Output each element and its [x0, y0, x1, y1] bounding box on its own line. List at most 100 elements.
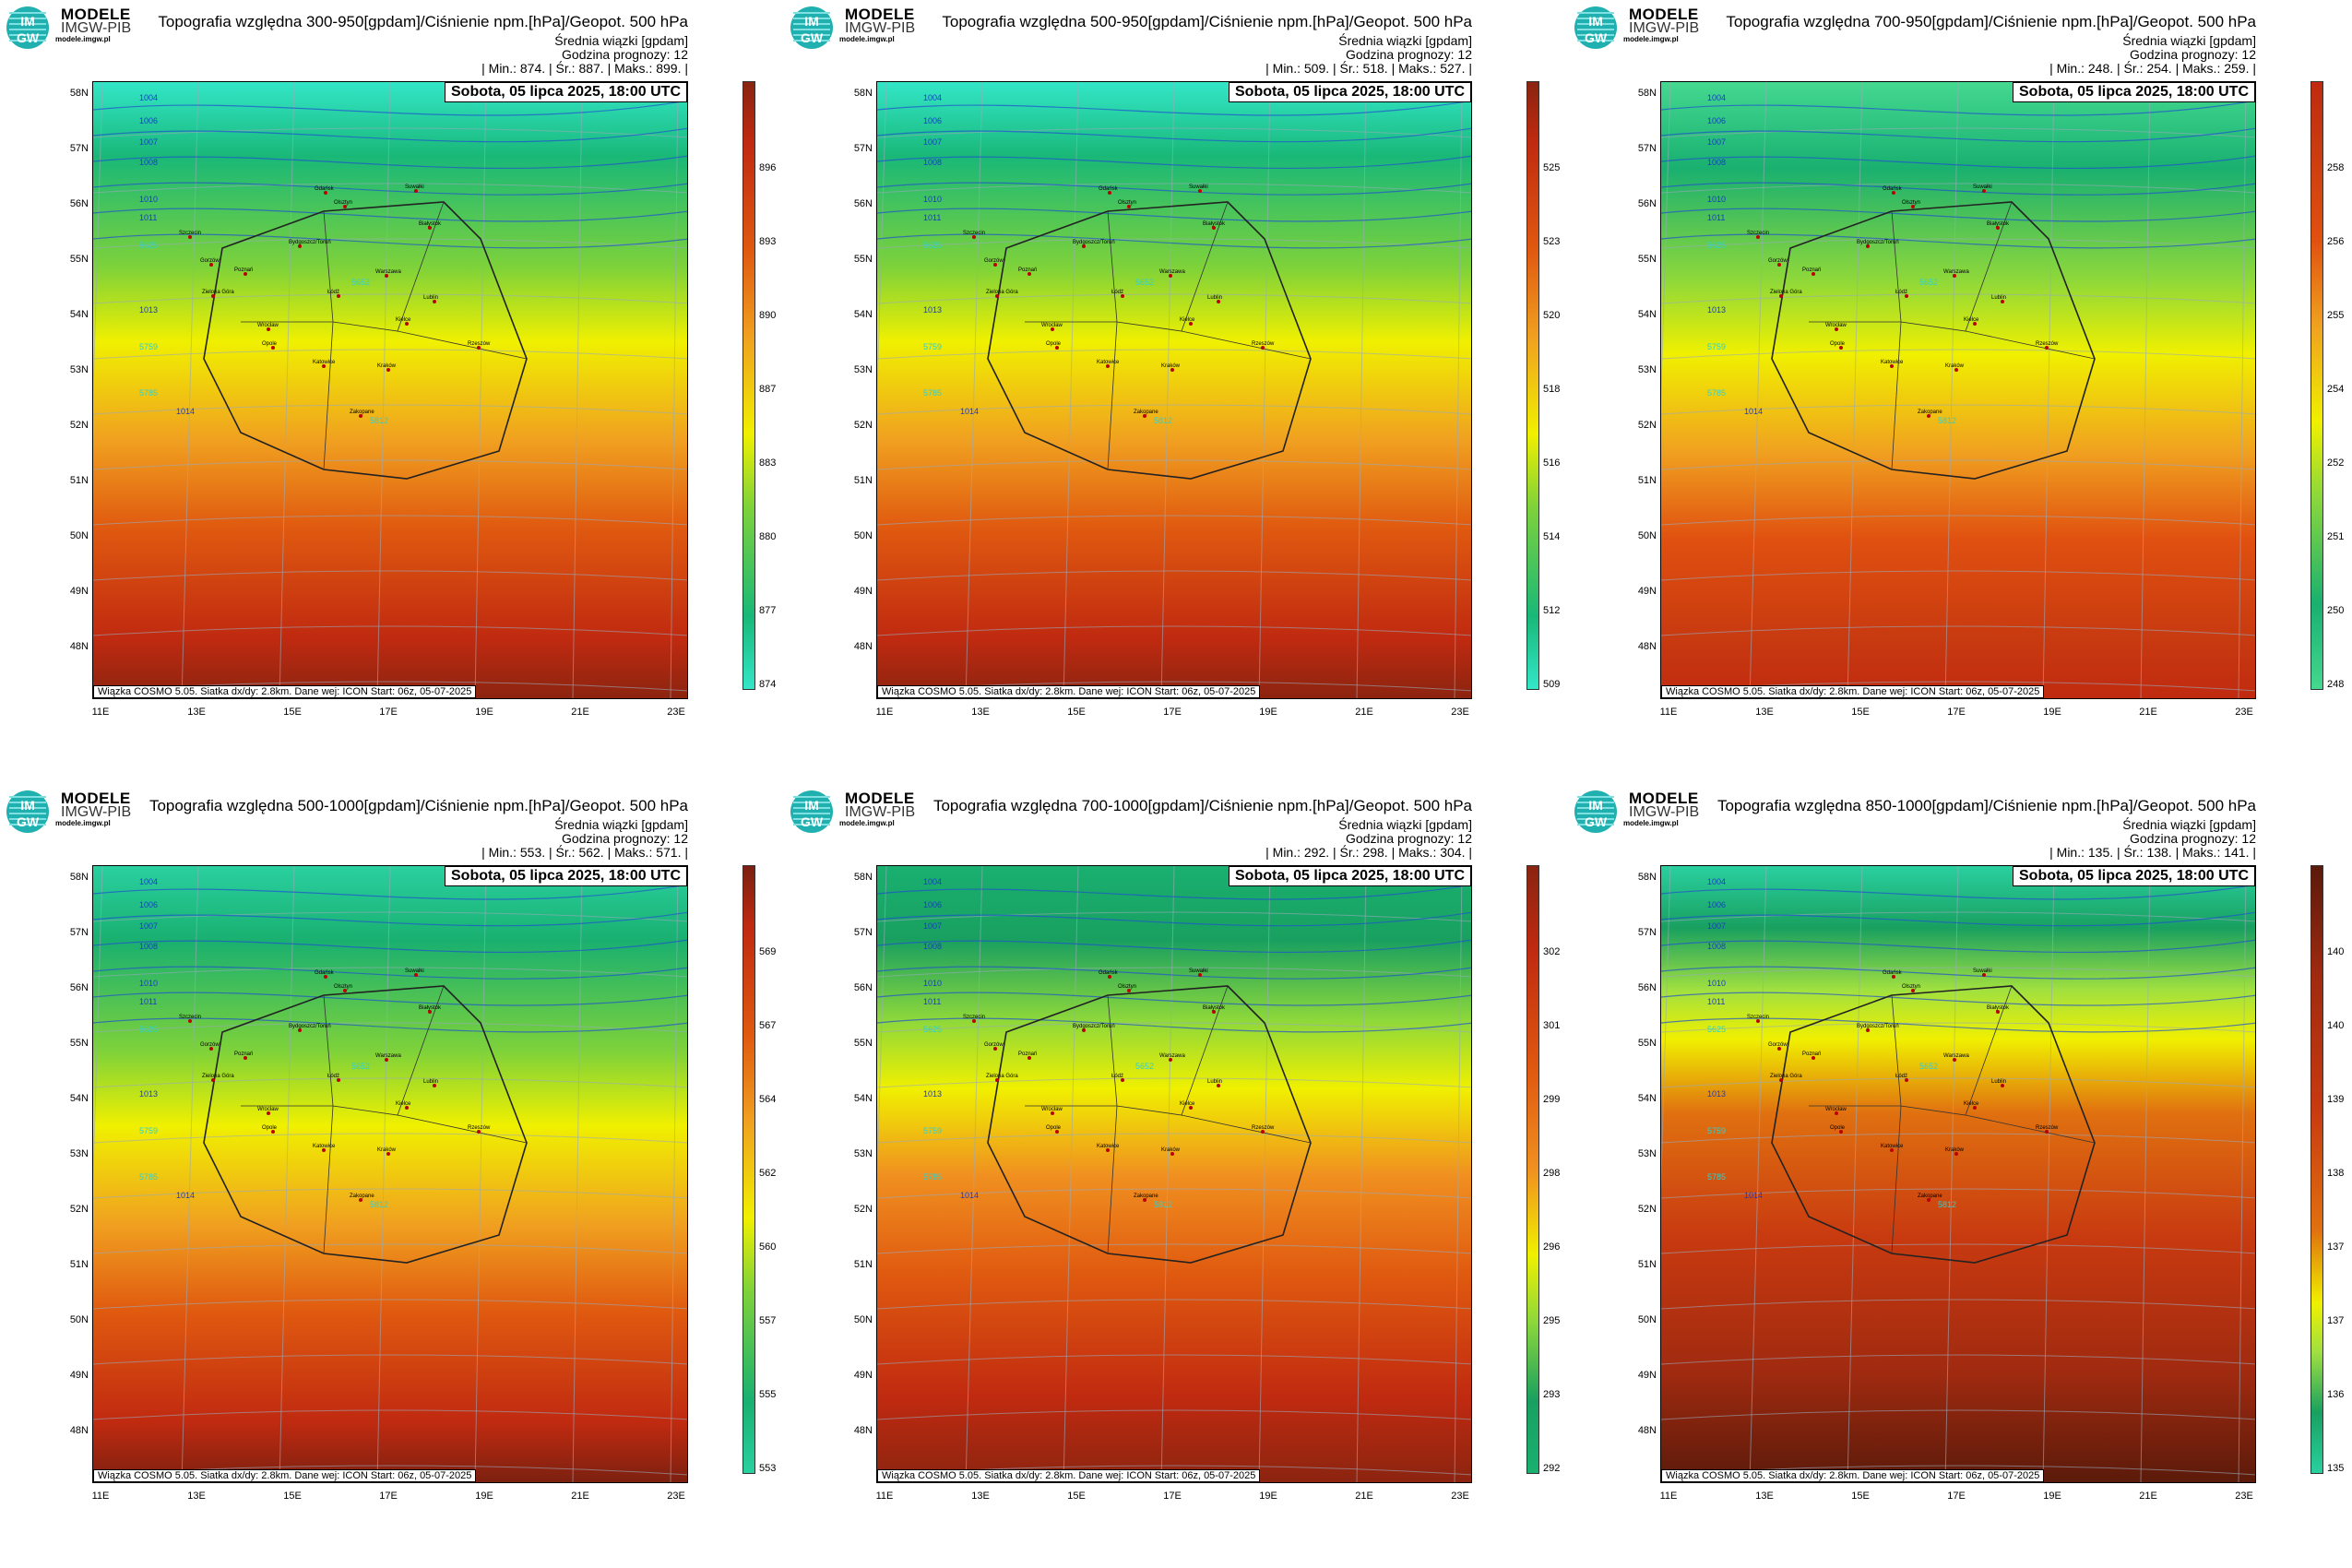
- imgw-logo-icon: IM GW: [790, 790, 834, 834]
- city-label: Gdańsk: [1099, 186, 1119, 192]
- isobar-label: 5812: [1154, 1200, 1172, 1209]
- map-area: Gdańsk Olsztyn Suwałki Białystok Szczecin Gor…: [1660, 865, 2256, 1483]
- latitude-tick-label: 51N: [69, 475, 89, 486]
- isobar-line: [1661, 233, 2255, 249]
- isobar-label: 1008: [923, 942, 942, 951]
- longitude-line: [376, 866, 391, 1482]
- latitude-tick-label: 56N: [1637, 982, 1657, 993]
- poland-border: [203, 201, 528, 480]
- valid-date-box: Sobota, 05 lipca 2025, 18:00 UTC: [1229, 866, 1471, 886]
- city-marker: [1905, 294, 1908, 298]
- field-fill: [1661, 82, 2255, 698]
- isobar-line: [93, 208, 687, 222]
- city-label: Opole: [262, 341, 278, 347]
- longitude-line: [2140, 82, 2151, 698]
- isobar-label: 5785: [923, 1172, 942, 1182]
- isobar-label: 5625: [1707, 1025, 1726, 1034]
- valid-date-box: Sobota, 05 lipca 2025, 18:00 UTC: [445, 866, 687, 886]
- map-subtitle: Średnia wiązki [gpdam]: [1338, 817, 1472, 832]
- city-label: Szczecin: [179, 231, 201, 236]
- colorbar-tick-label: 553: [759, 1463, 777, 1474]
- longitude-line: [965, 866, 983, 1482]
- longitude-tick-label: 13E: [1755, 707, 1774, 718]
- latitude-tick-label: 51N: [69, 1259, 89, 1270]
- isobar-label: 5812: [1154, 416, 1172, 425]
- colorbar-tick-label: 883: [759, 457, 777, 469]
- colorbar-tick-label: 874: [759, 679, 777, 690]
- longitude-tick-label: 23E: [1451, 707, 1469, 718]
- isobar-label: 1006: [139, 900, 158, 909]
- city-marker: [1198, 189, 1202, 193]
- isobar-label: 1011: [139, 997, 157, 1006]
- brand-url[interactable]: modele.imgw.pl: [1623, 35, 1679, 43]
- colorbar-tick-label: 509: [1543, 679, 1561, 690]
- city-marker: [1905, 1078, 1908, 1082]
- map-subtitle: Średnia wiązki [gpdam]: [2122, 33, 2256, 48]
- latitude-line: [1661, 570, 2255, 581]
- city-marker: [993, 1047, 997, 1051]
- city-label: Lublin: [423, 295, 438, 301]
- isobar-label: 1014: [1744, 1191, 1763, 1200]
- city-marker: [1121, 1078, 1124, 1082]
- latitude-line: [877, 404, 1471, 415]
- city-label: Bydgoszcz/Toruń: [1857, 1024, 1899, 1029]
- isobar-label: 5625: [1707, 241, 1726, 250]
- latitude-line: [1661, 1243, 2255, 1254]
- latitude-tick-label: 51N: [853, 475, 873, 486]
- city-marker: [1261, 346, 1265, 350]
- brand-url[interactable]: modele.imgw.pl: [839, 819, 895, 827]
- latitude-tick-label: 50N: [853, 530, 873, 541]
- colorbar-tick-label: 567: [759, 1020, 777, 1031]
- longitude-tick-label: 17E: [379, 1491, 398, 1502]
- colorbar-tick-label: 555: [759, 1389, 777, 1400]
- city-label: Wrocław: [257, 323, 279, 328]
- city-marker: [1108, 191, 1111, 195]
- isobar-label: 1010: [1707, 195, 1726, 204]
- longitude-tick-label: 23E: [667, 1491, 685, 1502]
- latitude-line: [1661, 1188, 2255, 1199]
- isobar-line: [877, 182, 1471, 196]
- latitude-line: [93, 625, 687, 636]
- longitude-tick-label: 21E: [2139, 707, 2157, 718]
- map-panel: IM GW MODELE IMGW-PIB modele.imgw.pl Topograf…: [0, 784, 784, 1568]
- latitude-tick-label: 56N: [69, 982, 89, 993]
- isobar-line: [1661, 911, 2255, 927]
- imgw-logo-icon: IM GW: [1574, 6, 1618, 50]
- map-subtitle: Średnia wiązki [gpdam]: [554, 817, 688, 832]
- longitude-tick-label: 11E: [91, 1491, 110, 1502]
- brand-url[interactable]: modele.imgw.pl: [839, 35, 895, 43]
- field-fill: [93, 82, 687, 698]
- brand-url[interactable]: modele.imgw.pl: [55, 819, 111, 827]
- longitude-line: [181, 82, 199, 698]
- latitude-line: [93, 349, 687, 360]
- city-marker: [1028, 1056, 1031, 1060]
- city-marker: [1217, 1084, 1220, 1087]
- latitude-line: [1661, 238, 2255, 249]
- isobar-label: 1006: [923, 900, 942, 909]
- longitude-tick-label: 21E: [1355, 707, 1373, 718]
- brand-title: MODELE: [1629, 790, 1699, 807]
- city-label: Warszawa: [1159, 269, 1185, 275]
- city-marker: [1996, 226, 2000, 230]
- longitude-tick-label: 15E: [1851, 707, 1870, 718]
- latitude-line: [93, 293, 687, 304]
- forecast-hour: Godzina prognozy: 12: [2130, 47, 2256, 62]
- colorbar-tick-label: 298: [1543, 1168, 1561, 1179]
- latitude-line: [93, 515, 687, 526]
- isobar-label: 1013: [139, 305, 158, 315]
- latitude-line: [93, 1133, 687, 1144]
- city-marker: [1996, 1010, 2000, 1014]
- isobar-label: 5625: [923, 241, 942, 250]
- brand-url[interactable]: modele.imgw.pl: [1623, 819, 1679, 827]
- isobar-label: 1004: [1707, 877, 1726, 886]
- longitude-tick-label: 19E: [1259, 707, 1277, 718]
- brand-url[interactable]: modele.imgw.pl: [55, 35, 111, 43]
- latitude-tick-label: 48N: [69, 1425, 89, 1436]
- poland-border: [987, 201, 1312, 480]
- city-label: Lublin: [1991, 1079, 2006, 1085]
- longitude-line: [1356, 82, 1367, 698]
- longitude-tick-label: 15E: [1067, 707, 1086, 718]
- colorbar-tick-label: 560: [759, 1241, 777, 1253]
- longitude-line: [1160, 82, 1175, 698]
- map-area: Gdańsk Olsztyn Suwałki Białystok Szczecin Gor…: [1660, 81, 2256, 699]
